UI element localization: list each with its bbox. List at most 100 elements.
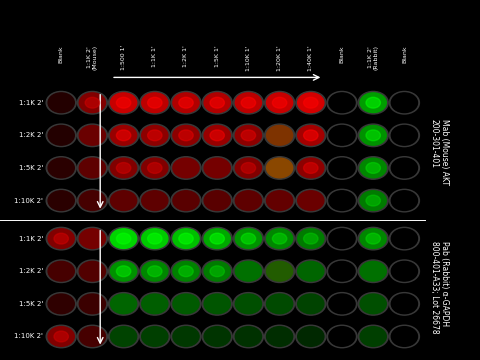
Circle shape	[303, 97, 318, 108]
Circle shape	[298, 327, 324, 346]
Circle shape	[140, 260, 170, 283]
Circle shape	[235, 294, 262, 314]
Circle shape	[298, 191, 324, 210]
Circle shape	[366, 233, 381, 244]
Circle shape	[298, 294, 324, 314]
Circle shape	[79, 261, 106, 281]
Text: 1:1K 1': 1:1K 1'	[152, 45, 157, 67]
Circle shape	[202, 189, 232, 212]
Text: 1:2K 1': 1:2K 1'	[183, 45, 189, 67]
Circle shape	[116, 97, 131, 108]
Circle shape	[233, 325, 264, 348]
Circle shape	[235, 93, 262, 113]
Circle shape	[202, 91, 232, 114]
Circle shape	[358, 325, 388, 348]
Circle shape	[389, 91, 420, 114]
Circle shape	[298, 261, 324, 281]
Circle shape	[296, 157, 326, 179]
Circle shape	[204, 261, 230, 281]
Circle shape	[54, 331, 69, 342]
Circle shape	[171, 157, 201, 179]
Circle shape	[110, 126, 137, 145]
Text: 1:5K 2': 1:5K 2'	[19, 301, 43, 307]
Circle shape	[46, 91, 76, 114]
Circle shape	[366, 163, 381, 174]
Circle shape	[296, 124, 326, 147]
Circle shape	[233, 260, 264, 283]
Circle shape	[79, 294, 106, 314]
Circle shape	[358, 228, 388, 250]
Circle shape	[360, 294, 386, 314]
Circle shape	[389, 228, 420, 250]
Circle shape	[110, 294, 137, 314]
Circle shape	[77, 189, 108, 212]
Circle shape	[173, 191, 199, 210]
Circle shape	[142, 261, 168, 281]
Circle shape	[233, 157, 264, 179]
Circle shape	[391, 191, 418, 210]
Circle shape	[241, 163, 256, 174]
Circle shape	[329, 261, 355, 281]
Circle shape	[233, 293, 264, 315]
Circle shape	[147, 97, 162, 108]
Circle shape	[329, 229, 355, 248]
Circle shape	[329, 191, 355, 210]
Circle shape	[202, 124, 232, 147]
Circle shape	[79, 327, 106, 346]
Circle shape	[48, 327, 74, 346]
Circle shape	[140, 189, 170, 212]
Circle shape	[173, 126, 199, 145]
Circle shape	[389, 189, 420, 212]
Circle shape	[110, 261, 137, 281]
Circle shape	[85, 97, 100, 108]
Circle shape	[235, 229, 262, 248]
Circle shape	[147, 266, 162, 276]
Circle shape	[235, 158, 262, 178]
Circle shape	[298, 93, 324, 113]
Circle shape	[329, 158, 355, 178]
Circle shape	[142, 294, 168, 314]
Circle shape	[329, 327, 355, 346]
Circle shape	[147, 163, 162, 174]
Circle shape	[296, 91, 326, 114]
Circle shape	[108, 189, 139, 212]
Text: 1:2K 2': 1:2K 2'	[19, 132, 43, 138]
Circle shape	[204, 229, 230, 248]
Circle shape	[77, 325, 108, 348]
Circle shape	[48, 294, 74, 314]
Circle shape	[110, 327, 137, 346]
Circle shape	[77, 260, 108, 283]
Circle shape	[327, 228, 357, 250]
Circle shape	[233, 91, 264, 114]
Text: 1:2K 2': 1:2K 2'	[19, 268, 43, 274]
Text: 1:500 1': 1:500 1'	[121, 45, 126, 70]
Circle shape	[327, 124, 357, 147]
Circle shape	[296, 228, 326, 250]
Circle shape	[329, 93, 355, 113]
Circle shape	[235, 327, 262, 346]
Circle shape	[389, 325, 420, 348]
Circle shape	[266, 229, 293, 248]
Circle shape	[142, 93, 168, 113]
Circle shape	[391, 294, 418, 314]
Circle shape	[358, 157, 388, 179]
Circle shape	[140, 293, 170, 315]
Circle shape	[46, 189, 76, 212]
Circle shape	[264, 260, 295, 283]
Circle shape	[202, 325, 232, 348]
Circle shape	[110, 93, 137, 113]
Circle shape	[391, 327, 418, 346]
Circle shape	[360, 229, 386, 248]
Circle shape	[171, 124, 201, 147]
Circle shape	[389, 124, 420, 147]
Circle shape	[241, 97, 256, 108]
Circle shape	[327, 91, 357, 114]
Circle shape	[171, 189, 201, 212]
Circle shape	[358, 91, 388, 114]
Circle shape	[264, 189, 295, 212]
Circle shape	[147, 130, 162, 141]
Circle shape	[202, 157, 232, 179]
Circle shape	[142, 327, 168, 346]
Circle shape	[360, 126, 386, 145]
Circle shape	[171, 260, 201, 283]
